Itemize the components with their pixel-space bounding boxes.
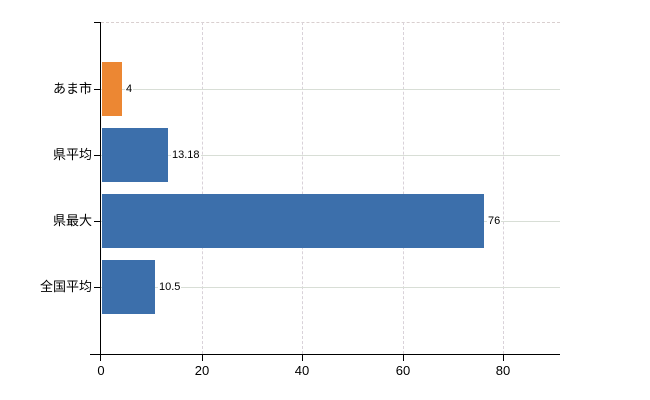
bar-value-label: 10.5 — [158, 280, 182, 294]
x-axis-tick — [202, 355, 203, 361]
bar-1 — [102, 62, 122, 116]
x-axis-tick — [302, 355, 303, 361]
category-label: 県平均 — [52, 147, 92, 162]
x-axis-tick-label: 80 — [495, 363, 511, 378]
x-axis-tick — [503, 355, 504, 361]
y-axis-tick — [94, 287, 100, 288]
v-gridline — [403, 22, 404, 354]
bar-value-label: 4 — [125, 82, 134, 96]
bar-value-label: 13.18 — [171, 148, 201, 162]
y-axis-tick — [94, 22, 100, 23]
category-label: 全国平均 — [39, 279, 92, 294]
y-axis-tick — [94, 89, 100, 90]
h-gridline — [101, 89, 560, 90]
x-axis-tick-label: 40 — [294, 363, 310, 378]
bar-3 — [102, 194, 484, 248]
bar-4 — [102, 260, 155, 314]
y-axis-tick — [94, 155, 100, 156]
v-gridline — [503, 22, 504, 354]
x-axis-tick-label: 0 — [97, 363, 105, 378]
v-gridline — [302, 22, 303, 354]
plot-top-border — [101, 22, 560, 23]
category-label: あま市 — [52, 81, 92, 96]
category-label: 県最大 — [52, 213, 92, 228]
x-axis-line — [90, 354, 560, 355]
bar-2 — [102, 128, 168, 182]
h-gridline — [101, 287, 560, 288]
y-axis-tick — [94, 221, 100, 222]
bar-value-label: 76 — [487, 214, 502, 228]
x-axis-tick-label: 20 — [194, 363, 210, 378]
v-gridline — [202, 22, 203, 354]
y-axis-line — [100, 22, 101, 361]
h-gridline — [101, 155, 560, 156]
x-axis-tick-label: 60 — [395, 363, 411, 378]
x-axis-tick — [403, 355, 404, 361]
